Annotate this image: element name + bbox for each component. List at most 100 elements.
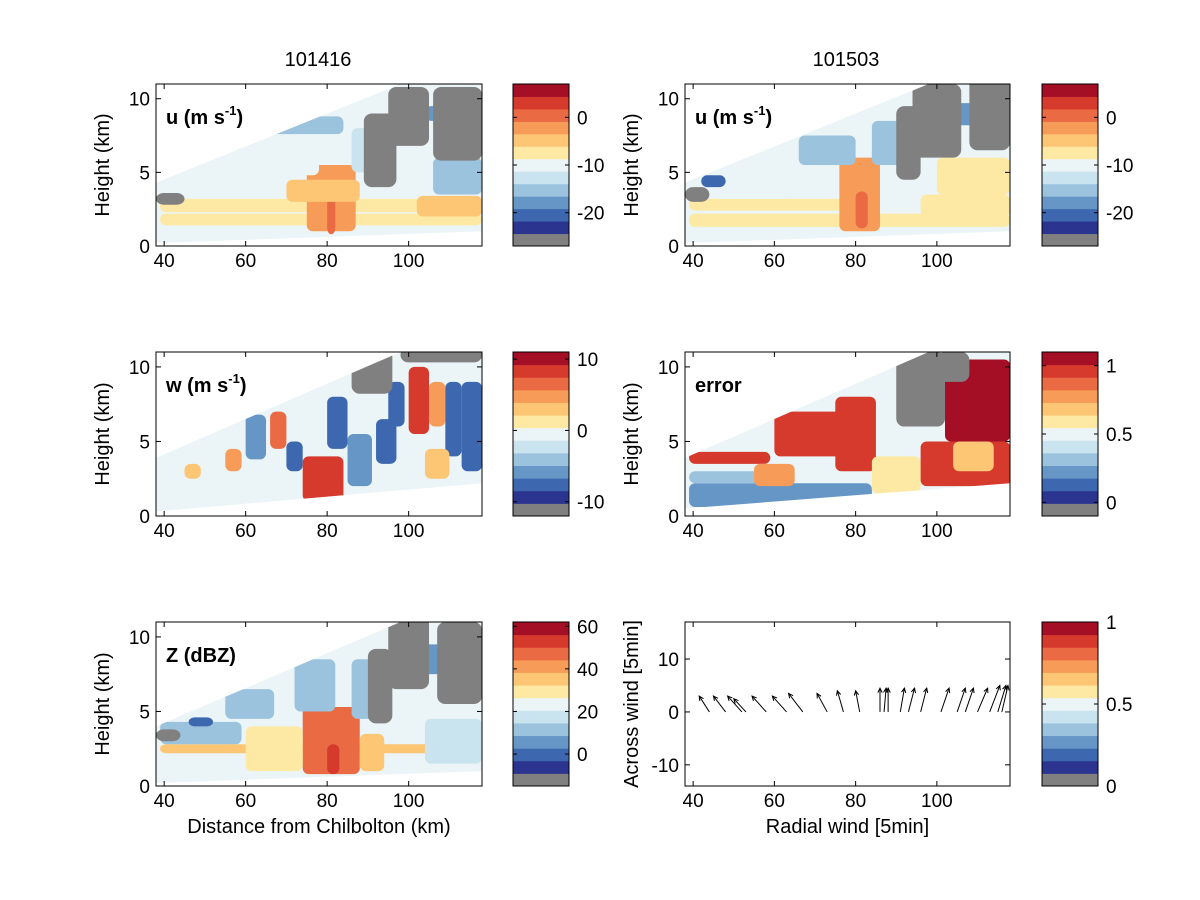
- colorbar-band-0: [1042, 760, 1098, 774]
- x-tick-label: 80: [317, 521, 338, 542]
- data-cell-11: [445, 381, 462, 457]
- wind-arrow-shaft: [899, 688, 905, 713]
- y-tick-label: 10: [658, 90, 679, 111]
- colorbar-band-3: [513, 452, 569, 467]
- missing-data-region-0: [685, 187, 710, 202]
- missing-data-region-1: [936, 352, 970, 382]
- wind-arrow-head: [901, 686, 907, 694]
- wind-arrow-head: [883, 686, 889, 693]
- wind-arrow-22: [1001, 684, 1010, 713]
- colorbar-band-3: [1042, 183, 1098, 197]
- x-tick-label: 80: [845, 521, 866, 542]
- x-tick-label: 100: [393, 521, 425, 542]
- x-tick-label: 80: [845, 791, 866, 812]
- y-tick-label: 0: [668, 703, 679, 724]
- missing-data-region-0: [156, 729, 181, 742]
- colorbar-tick-label: 0: [577, 421, 588, 442]
- wind-arrow-shaft: [698, 695, 710, 713]
- colorbar-frame: [512, 621, 570, 787]
- wind-arrow-1: [712, 695, 727, 713]
- wind-arrow-head: [877, 686, 883, 693]
- x-tick-label: 60: [764, 251, 785, 272]
- wind-arrow-11: [883, 686, 889, 712]
- wind-arrow-shaft: [727, 695, 743, 713]
- wind-arrow-15: [920, 687, 929, 713]
- data-cell-2: [774, 411, 848, 457]
- colorbar-missing-band: [1042, 773, 1098, 786]
- data-field: [156, 352, 482, 512]
- data-field: [156, 622, 482, 784]
- y-tick-label: 10: [129, 628, 150, 649]
- x-tick-label: 80: [317, 251, 338, 272]
- panel-label: Z (dBZ): [166, 645, 236, 667]
- wind-arrow-head: [1004, 684, 1010, 691]
- colorbar-band-8: [1042, 659, 1098, 673]
- colorbar-tick-label: 0.5: [1106, 695, 1132, 716]
- colorbar-band-8: [1042, 389, 1098, 403]
- missing-data-region-1: [367, 648, 393, 724]
- colorbar-band-6: [1042, 415, 1098, 429]
- data-cell-1: [245, 414, 267, 460]
- data-cell-3: [245, 726, 303, 772]
- colorbar-band-7: [513, 133, 569, 147]
- wind-arrow-shaft: [1001, 685, 1009, 713]
- colorbar-tick-label: 60: [577, 617, 598, 638]
- wind-arrow-3: [732, 697, 747, 713]
- column-title-left: 101416: [285, 49, 352, 71]
- panel-label-tail: ): [236, 107, 243, 129]
- colorbar: 0 -10 -20: [512, 83, 604, 247]
- colorbar-band-2: [513, 735, 569, 749]
- data-cell-6: [347, 434, 372, 487]
- colorbar-band-0: [513, 760, 569, 774]
- x-tick-label: 60: [235, 791, 256, 812]
- colorbar-band-1: [1042, 208, 1098, 222]
- wind-arrow-8: [836, 689, 844, 713]
- wind-arrow-4: [751, 695, 767, 713]
- data-cell-8: [388, 381, 405, 427]
- colorbar-band-2: [1042, 196, 1098, 210]
- colorbar-tick-label: 0: [577, 108, 588, 129]
- colorbar: 10 0 -10: [512, 350, 604, 517]
- wind-arrow-21: [997, 684, 1008, 713]
- y-axis-label: Height (km): [621, 113, 643, 216]
- colorbar-band-9: [1042, 108, 1098, 122]
- wind-arrow-head: [1002, 684, 1008, 691]
- colorbar-band-9: [1042, 377, 1098, 391]
- colorbar-band-6: [513, 685, 569, 699]
- colorbar-band-3: [1042, 452, 1098, 467]
- colorbar-tick-label: 1: [1106, 357, 1117, 378]
- colorbar-band-9: [1042, 647, 1098, 661]
- x-tick-label: 40: [154, 251, 175, 272]
- y-tick-label: 0: [139, 507, 150, 528]
- colorbar-band-5: [513, 158, 569, 172]
- wind-arrow-head: [698, 695, 704, 702]
- data-cell-1: [302, 706, 360, 775]
- y-tick-label: 0: [668, 237, 679, 258]
- colorbar-band-9: [513, 108, 569, 122]
- x-tick-label: 100: [921, 251, 953, 272]
- panel-label-superscript: -1: [225, 103, 237, 118]
- wind-arrow-shaft: [855, 690, 861, 713]
- wind-arrow-head: [726, 695, 733, 702]
- wind-arrow-head: [969, 687, 975, 694]
- panel-label-main: error: [695, 375, 742, 397]
- colorbar-tick-label: 10: [577, 350, 598, 371]
- colorbar-band-4: [1042, 440, 1098, 454]
- wind-arrow-head: [771, 695, 778, 702]
- wind-arrow-6: [787, 692, 804, 713]
- wind-arrow-13: [899, 686, 907, 713]
- colorbar-band-5: [513, 427, 569, 441]
- colorbar-band-7: [1042, 133, 1098, 147]
- colorbar-band-11: [1042, 352, 1098, 366]
- y-tick-label: 0: [139, 777, 150, 798]
- data-cell-5: [798, 135, 856, 165]
- wind-arrow-head: [961, 687, 967, 694]
- colorbar-tick-label: 0: [1106, 777, 1117, 798]
- wind-arrow-17: [956, 687, 967, 713]
- x-tick-label: 40: [683, 251, 704, 272]
- data-cell-1: [689, 198, 852, 211]
- data-cell-0: [689, 483, 872, 508]
- colorbar-band-10: [1042, 634, 1098, 648]
